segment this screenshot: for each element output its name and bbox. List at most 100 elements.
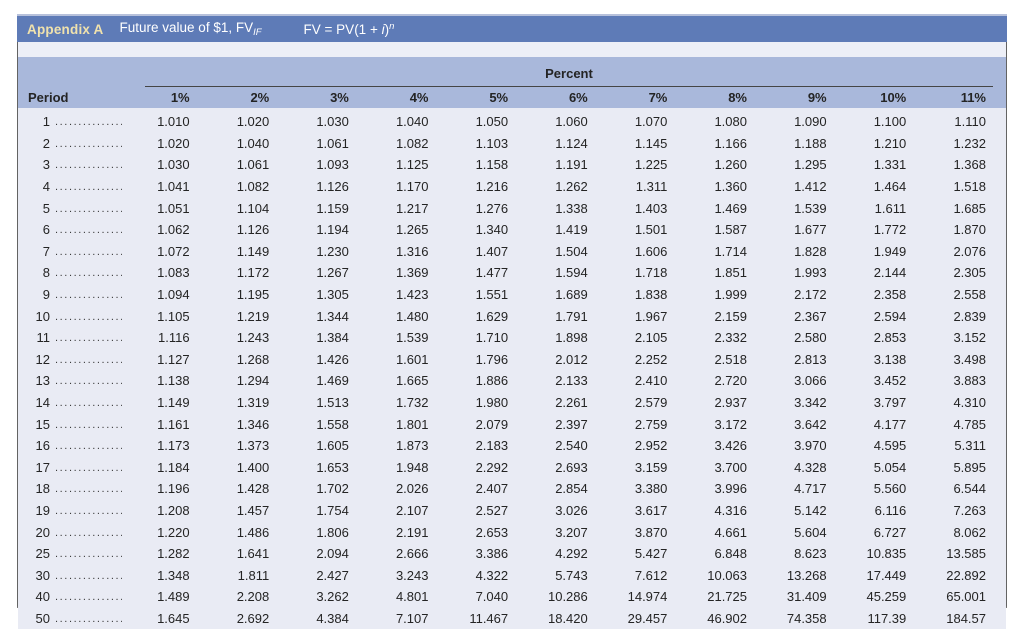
dot-leader: ........................................… — [55, 569, 122, 582]
period-number: 4 — [42, 179, 50, 195]
factor-value-cell: 1.225 — [634, 157, 668, 173]
factor-value-cell: 1.100 — [873, 114, 907, 130]
factor-value-cell: 2.183 — [475, 438, 509, 454]
factor-value-cell: 3.262 — [316, 589, 349, 605]
table-row: 3.......................................… — [18, 154, 1006, 176]
factor-value-cell: 1.050 — [475, 114, 509, 130]
factor-value-cell: 1.311 — [635, 179, 668, 195]
percent-column-header: 10% — [880, 90, 907, 105]
period-number: 19 — [35, 502, 50, 518]
percent-column-header: 6% — [568, 90, 588, 105]
factor-value-cell: 1.083 — [157, 265, 190, 281]
period-number: 5 — [42, 200, 50, 216]
factor-value-cell: 2.937 — [714, 395, 747, 411]
factor-value-cell: 1.796 — [475, 351, 509, 367]
factor-value-cell: 2.759 — [634, 416, 668, 432]
period-number: 13 — [35, 373, 50, 389]
factor-value-cell: 1.020 — [236, 114, 270, 130]
factor-value-cell: 2.172 — [794, 287, 827, 303]
table-head: Percent Period 1% 2% 3% 4% 5% 6% 7% 8% 9% 10% 11% — [18, 57, 1006, 108]
dot-leader: ........................................… — [55, 418, 122, 431]
factor-value-cell: 1.082 — [236, 179, 270, 195]
factor-value-cell: 1.105 — [157, 308, 190, 324]
factor-value-cell: 1.601 — [395, 351, 429, 367]
factor-value-cell: 1.040 — [236, 135, 270, 151]
factor-value-cell: 1.948 — [395, 459, 429, 475]
table-row: 40......................................… — [18, 586, 1006, 608]
factor-value-cell: 3.380 — [634, 481, 668, 497]
factor-value-cell: 2.076 — [953, 243, 986, 259]
factor-value-cell: 1.125 — [395, 157, 429, 173]
factor-value-cell: 1.587 — [714, 222, 747, 238]
factor-value-cell: 1.710 — [475, 330, 509, 346]
factor-value-cell: 8.623 — [794, 546, 827, 562]
factor-value-cell: 1.477 — [475, 265, 509, 281]
factor-value-cell: 3.159 — [634, 459, 668, 475]
factor-value-cell: 1.344 — [316, 308, 349, 324]
factor-value-cell: 1.348 — [157, 567, 190, 583]
factor-value-cell: 2.252 — [634, 351, 668, 367]
factor-value-cell: 1.124 — [555, 135, 588, 151]
corner-cell — [18, 57, 130, 87]
factor-value-cell: 5.604 — [794, 524, 827, 540]
table-row: 17......................................… — [18, 457, 1006, 479]
period-number: 3 — [42, 157, 50, 173]
factor-value-cell: 2.952 — [634, 438, 668, 454]
factor-value-cell: 1.629 — [475, 308, 509, 324]
period-number: 18 — [35, 481, 50, 497]
factor-value-cell: 4.316 — [714, 502, 747, 518]
dot-leader: ........................................… — [55, 440, 122, 453]
factor-value-cell: 1.030 — [157, 157, 190, 173]
factor-value-cell: 1.464 — [873, 179, 907, 195]
factor-value-cell: 3.970 — [794, 438, 827, 454]
period-cell: 1.......................................… — [18, 108, 130, 133]
factor-value-cell: 1.220 — [157, 524, 190, 540]
factor-value-cell: 2.813 — [794, 351, 827, 367]
factor-value-cell: 6.116 — [874, 502, 907, 518]
dot-leader: ........................................… — [55, 245, 122, 258]
factor-value-cell: 1.653 — [316, 459, 349, 475]
factor-value-cell: 1.791 — [555, 308, 588, 324]
period-cell: 40......................................… — [18, 586, 130, 608]
period-number: 50 — [35, 610, 50, 626]
percent-column-header: 1% — [170, 90, 190, 105]
factor-value-cell: 2.397 — [555, 416, 588, 432]
table-row: 1.......................................… — [18, 108, 1006, 133]
dot-leader: ........................................… — [55, 116, 122, 129]
period-number: 15 — [35, 416, 50, 432]
factor-value-cell: 1.103 — [475, 135, 509, 151]
table-row: 19......................................… — [18, 500, 1006, 522]
factor-value-cell: 1.412 — [794, 179, 827, 195]
period-cell: 13......................................… — [18, 370, 130, 392]
percent-column-header: 11% — [960, 90, 986, 105]
dot-leader: ........................................… — [55, 181, 122, 194]
factor-value-cell: 1.149 — [236, 243, 270, 259]
factor-value-cell: 1.061 — [316, 135, 349, 151]
factor-value-cell: 2.527 — [475, 502, 509, 518]
factor-value-cell: 1.469 — [316, 373, 349, 389]
table-row: 50......................................… — [18, 608, 1006, 629]
factor-value-cell: 1.319 — [236, 395, 270, 411]
factor-value-cell: 1.605 — [316, 438, 349, 454]
factor-value-cell: 1.267 — [316, 265, 349, 281]
factor-value-cell: 3.996 — [714, 481, 747, 497]
factor-value-cell: 1.718 — [634, 265, 668, 281]
factor-value-cell: 1.685 — [953, 200, 986, 216]
factor-value-cell: 1.551 — [475, 287, 509, 303]
table-title: Future value of $1, FVIF — [120, 20, 262, 38]
table-row: 2.......................................… — [18, 133, 1006, 155]
factor-value-cell: 1.873 — [395, 438, 429, 454]
dot-leader: ........................................… — [55, 353, 122, 366]
factor-value-cell: 1.689 — [555, 287, 588, 303]
period-number: 9 — [42, 287, 50, 303]
period-number: 2 — [42, 135, 50, 151]
factor-value-cell: 1.094 — [157, 287, 190, 303]
factor-value-cell: 1.504 — [555, 243, 588, 259]
factor-value-cell: 2.144 — [873, 265, 907, 281]
factor-value-cell: 1.513 — [316, 395, 349, 411]
factor-value-cell: 2.407 — [475, 481, 509, 497]
factor-value-cell: 3.883 — [953, 373, 986, 389]
factor-value-cell: 1.060 — [555, 114, 588, 130]
factor-value-cell: 8.062 — [953, 524, 986, 540]
factor-value-cell: 1.980 — [475, 395, 509, 411]
